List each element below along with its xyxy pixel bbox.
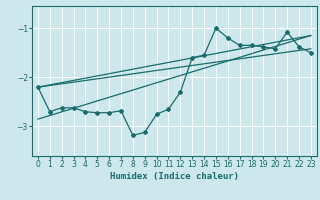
X-axis label: Humidex (Indice chaleur): Humidex (Indice chaleur) [110, 172, 239, 181]
